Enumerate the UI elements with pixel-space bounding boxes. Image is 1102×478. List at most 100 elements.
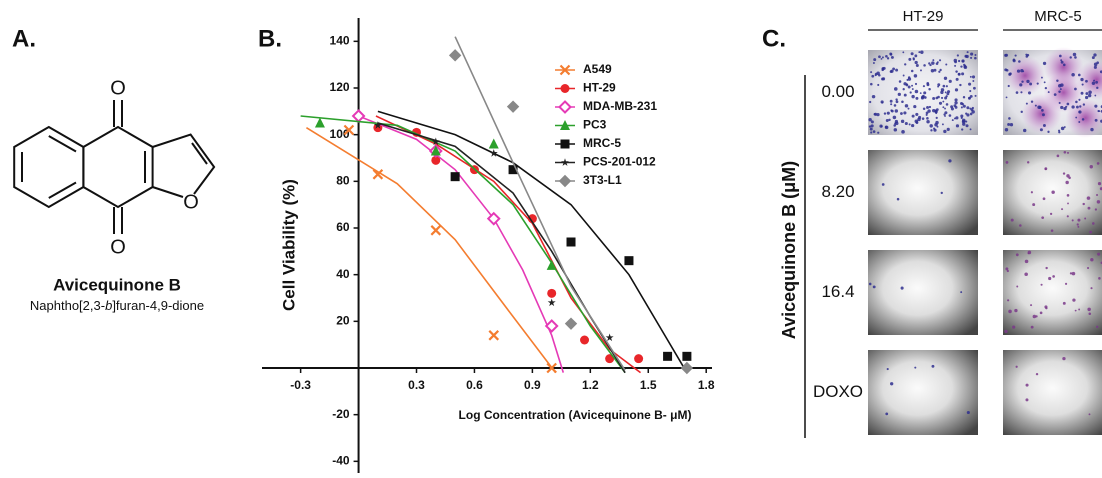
- cell: [970, 56, 973, 59]
- cell: [1039, 311, 1043, 315]
- cell: [894, 109, 899, 113]
- cell: [1030, 191, 1033, 194]
- cell: [1026, 161, 1030, 164]
- cell: [969, 112, 973, 116]
- cell: [895, 100, 899, 104]
- cell: [967, 96, 971, 100]
- cell: [929, 124, 933, 128]
- marker: [566, 237, 576, 247]
- cell: [1027, 252, 1030, 255]
- legend-label: 3T3-L1: [583, 173, 622, 187]
- cell: [954, 101, 958, 105]
- cell: [1032, 314, 1037, 319]
- legend-label: PC3: [583, 118, 607, 132]
- cell: [927, 109, 931, 113]
- cell: [1015, 91, 1019, 94]
- cell: [1009, 72, 1012, 76]
- marker: [634, 354, 644, 364]
- cell: [869, 100, 872, 104]
- cell: [1099, 187, 1102, 191]
- cell: [885, 118, 889, 122]
- cell: [1090, 258, 1094, 262]
- cell: [1094, 118, 1098, 122]
- cell: [1085, 92, 1089, 95]
- cell: [915, 121, 919, 125]
- cell: [1071, 219, 1074, 222]
- cell: [1094, 104, 1098, 108]
- cell: [942, 106, 945, 109]
- cell: [1098, 110, 1101, 113]
- cell: [963, 65, 967, 69]
- cell: [910, 69, 914, 73]
- cell: [892, 115, 897, 120]
- cell: [1071, 105, 1075, 109]
- cell: [953, 117, 956, 120]
- cell: [930, 69, 935, 73]
- cell: [873, 58, 877, 62]
- cell: [1043, 81, 1046, 84]
- cell: [965, 120, 968, 123]
- cell: [1092, 222, 1095, 225]
- cell: [1041, 76, 1043, 79]
- marker: [663, 351, 673, 361]
- cell: [886, 367, 889, 371]
- cell: [904, 121, 908, 126]
- cell: [1023, 128, 1027, 133]
- cell: [1058, 90, 1061, 93]
- cell: [1096, 193, 1099, 197]
- cell: [915, 112, 919, 116]
- legend-label: MRC-5: [583, 136, 621, 150]
- cell: [1061, 208, 1064, 211]
- marker: [680, 361, 694, 375]
- cell: [1094, 208, 1098, 211]
- cell: [901, 130, 905, 134]
- y-tick-label: 100: [330, 127, 350, 141]
- fit-curve: [306, 126, 557, 374]
- cell: [957, 59, 961, 63]
- cell: [880, 100, 884, 104]
- cell: [920, 50, 924, 54]
- cell: [940, 96, 944, 100]
- cell: [1071, 271, 1076, 276]
- cell: [945, 85, 948, 88]
- marker: [488, 330, 500, 341]
- cell: [1075, 116, 1078, 119]
- marker: [527, 214, 537, 224]
- cell: [942, 100, 945, 103]
- cell: [1088, 413, 1091, 416]
- marker: [430, 145, 441, 156]
- micrograph: [868, 50, 978, 135]
- cell: [1076, 223, 1079, 226]
- marker: [560, 120, 570, 130]
- marker: [558, 100, 572, 114]
- cell: [1066, 174, 1070, 178]
- cell: [885, 54, 888, 58]
- cell: [1004, 128, 1009, 132]
- cell: [1062, 356, 1066, 361]
- fit-curve: [454, 36, 626, 371]
- cell: [1044, 305, 1048, 309]
- x-tick-label: 1.8: [698, 378, 715, 392]
- cell: [946, 92, 950, 96]
- cell: [973, 86, 976, 90]
- cell: [912, 57, 915, 60]
- cell: [1042, 197, 1046, 201]
- marker: [580, 335, 590, 345]
- legend-label: PCS-201-012: [583, 155, 656, 169]
- cell: [905, 83, 908, 86]
- cell: [900, 286, 904, 290]
- cell: [911, 123, 915, 128]
- cell: [944, 91, 947, 94]
- cell: [929, 63, 932, 67]
- marker: [558, 174, 572, 188]
- marker: [343, 124, 355, 136]
- marker: [547, 288, 557, 298]
- cell: [1078, 110, 1082, 114]
- cell: [1027, 91, 1032, 95]
- cell: [974, 56, 977, 60]
- cell: [942, 84, 946, 88]
- cell: [911, 94, 915, 99]
- marker: [682, 351, 692, 361]
- cell: [881, 77, 885, 81]
